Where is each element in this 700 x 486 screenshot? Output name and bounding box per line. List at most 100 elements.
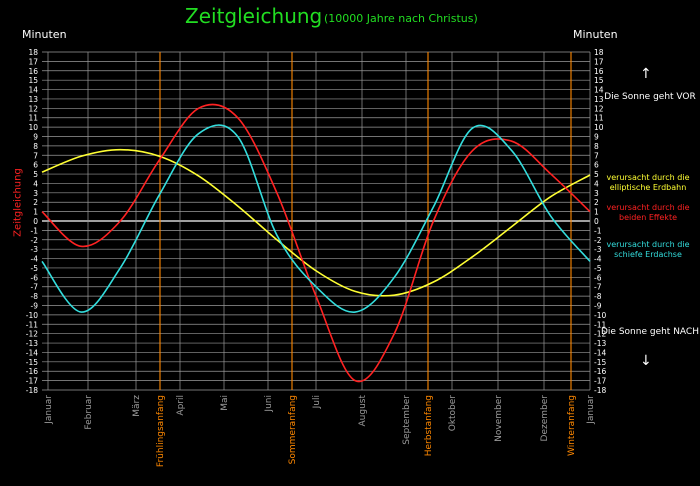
unit-label-left: Minuten bbox=[22, 28, 67, 41]
y-tick-label-right: 13 bbox=[594, 95, 604, 104]
y-tick-label-right: 15 bbox=[594, 76, 604, 85]
y-tick-label-left: -2 bbox=[31, 236, 39, 245]
chart-subtitle: (10000 Jahre nach Christus) bbox=[324, 12, 478, 25]
sun-ahead-note: Die Sonne geht VOR bbox=[604, 92, 696, 102]
y-tick-label-right: 12 bbox=[594, 104, 604, 113]
y-tick-label-left: 11 bbox=[28, 114, 38, 123]
y-tick-label-right: -13 bbox=[594, 339, 606, 348]
y-tick-label-right: 11 bbox=[594, 114, 604, 123]
y-tick-label-left: 18 bbox=[28, 48, 38, 57]
y-tick-label-right: 0 bbox=[594, 217, 599, 226]
month-label: Juni bbox=[264, 395, 274, 413]
month-label: April bbox=[176, 395, 186, 416]
y-tick-label-left: 15 bbox=[28, 76, 38, 85]
y-tick-label-left: -1 bbox=[31, 226, 39, 235]
y-tick-label-right: -6 bbox=[594, 273, 602, 282]
y-tick-label-left: 10 bbox=[28, 123, 38, 132]
y-tick-label-left: 3 bbox=[33, 189, 38, 198]
legend-item-ellipse: verursacht durch die elliptische Erdbahn bbox=[606, 173, 690, 192]
y-tick-label-left: 9 bbox=[33, 133, 38, 142]
y-tick-label-left: -6 bbox=[31, 273, 39, 282]
y-tick-label-right: -2 bbox=[594, 236, 602, 245]
y-tick-label-right: 10 bbox=[594, 123, 604, 132]
sun-behind-note: Die Sonne geht NACH bbox=[601, 327, 699, 337]
y-tick-label-right: 6 bbox=[594, 161, 599, 170]
y-tick-label-right: -16 bbox=[594, 367, 606, 376]
y-tick-label-left: 16 bbox=[28, 67, 38, 76]
series-line bbox=[41, 124, 591, 313]
month-label: Februar bbox=[84, 395, 94, 430]
y-tick-label-left: 12 bbox=[28, 104, 38, 113]
y-tick-label-right: 14 bbox=[594, 86, 604, 95]
month-label: Januar bbox=[44, 395, 54, 425]
y-tick-label-right: 8 bbox=[594, 142, 599, 151]
y-tick-label-right: 3 bbox=[594, 189, 599, 198]
y-tick-label-right: -7 bbox=[594, 283, 602, 292]
y-tick-label-right: -10 bbox=[594, 311, 606, 320]
y-tick-label-left: -13 bbox=[26, 339, 38, 348]
y-tick-label-right: -4 bbox=[594, 255, 602, 264]
season-label: Sommeranfang bbox=[288, 395, 298, 464]
y-tick-label-left: -9 bbox=[31, 302, 39, 311]
y-tick-label-right: -5 bbox=[594, 264, 602, 273]
y-tick-label-left: -5 bbox=[31, 264, 39, 273]
arrow-down-icon: ↓ bbox=[640, 353, 652, 369]
y-tick-label-right: 4 bbox=[594, 179, 599, 188]
y-tick-label-right: -3 bbox=[594, 245, 602, 254]
y-tick-label-right: 5 bbox=[594, 170, 599, 179]
y-tick-label-left: -16 bbox=[26, 367, 38, 376]
y-tick-label-right: 1 bbox=[594, 208, 599, 217]
y-tick-label-left: 14 bbox=[28, 86, 38, 95]
month-label: September bbox=[402, 395, 412, 445]
y-tick-label-left: -3 bbox=[31, 245, 39, 254]
legend-item-obliquity: verursacht durch die schiefe Erdachse bbox=[606, 240, 690, 259]
legend-item-combined: verursacht durch die beiden Effekte bbox=[606, 203, 690, 222]
arrow-up-icon: ↑ bbox=[640, 66, 652, 82]
month-label: Oktober bbox=[448, 395, 458, 432]
y-tick-label-left: 0 bbox=[33, 217, 38, 226]
month-label: November bbox=[494, 395, 504, 442]
season-label: Herbstanfang bbox=[424, 395, 434, 456]
y-tick-label-left: -12 bbox=[26, 330, 38, 339]
y-tick-label-left: 17 bbox=[28, 57, 38, 66]
y-tick-label-left: -7 bbox=[31, 283, 39, 292]
y-tick-label-right: -12 bbox=[594, 330, 606, 339]
y-tick-label-right: 16 bbox=[594, 67, 604, 76]
y-tick-label-right: -8 bbox=[594, 292, 602, 301]
y-tick-label-left: 6 bbox=[33, 161, 38, 170]
y-tick-label-left: -11 bbox=[26, 320, 38, 329]
season-label: Frühlingsanfang bbox=[156, 395, 166, 467]
y-tick-label-left: -14 bbox=[26, 348, 38, 357]
series-line bbox=[41, 148, 591, 297]
y-tick-label-right: -14 bbox=[594, 348, 606, 357]
month-label: März bbox=[132, 395, 142, 417]
month-label: Juli bbox=[312, 395, 322, 409]
y-tick-label-right: -9 bbox=[594, 302, 602, 311]
y-tick-label-left: 13 bbox=[28, 95, 38, 104]
month-label: August bbox=[358, 395, 368, 427]
y-tick-label-right: 2 bbox=[594, 198, 599, 207]
y-tick-label-left: 2 bbox=[33, 198, 38, 207]
y-tick-label-left: 8 bbox=[33, 142, 38, 151]
y-tick-label-left: -15 bbox=[26, 358, 38, 367]
month-label: Januar bbox=[586, 395, 596, 425]
chart-title: Zeitgleichung bbox=[185, 4, 323, 28]
y-tick-label-left: -8 bbox=[31, 292, 39, 301]
y-tick-label-right: -1 bbox=[594, 226, 602, 235]
y-tick-label-left: -18 bbox=[26, 386, 38, 395]
y-tick-label-left: -17 bbox=[26, 377, 38, 386]
month-label: Dezember bbox=[540, 395, 550, 442]
y-tick-label-left: -4 bbox=[31, 255, 39, 264]
y-tick-label-right: 17 bbox=[594, 57, 604, 66]
y-tick-label-right: -18 bbox=[594, 386, 606, 395]
y-tick-label-right: -11 bbox=[594, 320, 606, 329]
y-tick-label-left: 7 bbox=[33, 151, 38, 160]
season-label: Winteranfang bbox=[567, 395, 577, 456]
y-tick-label-right: -15 bbox=[594, 358, 606, 367]
y-tick-label-right: -17 bbox=[594, 377, 606, 386]
y-tick-label-right: 18 bbox=[594, 48, 604, 57]
series-line bbox=[41, 103, 591, 383]
month-label: Mai bbox=[220, 395, 230, 411]
y-tick-label-left: 4 bbox=[33, 179, 38, 188]
